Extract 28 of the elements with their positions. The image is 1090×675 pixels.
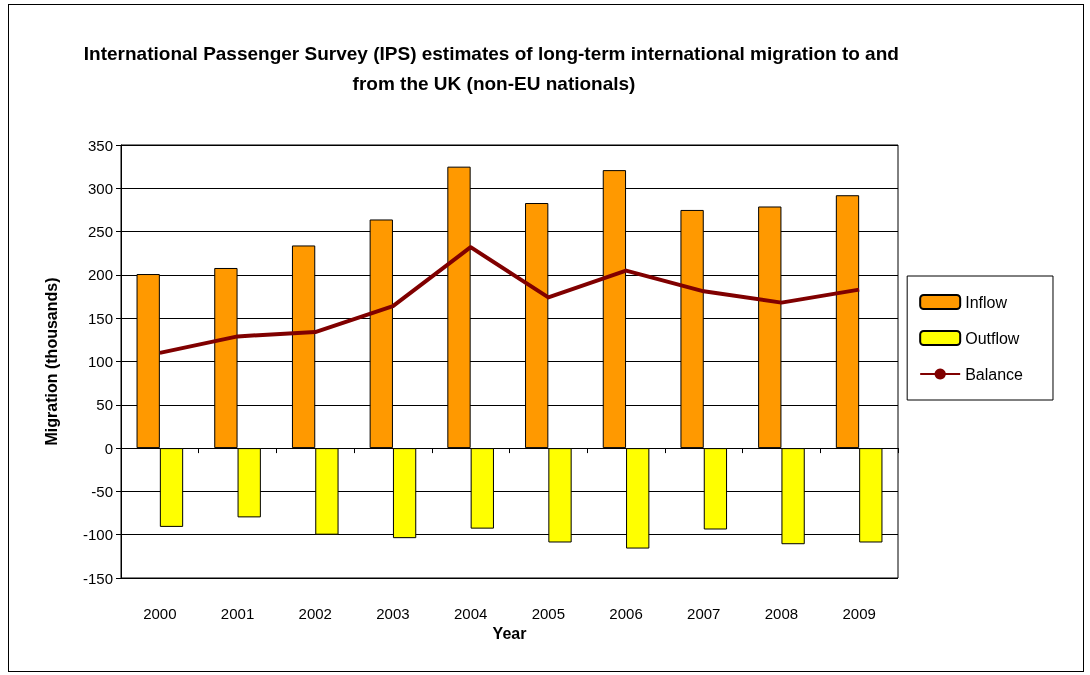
y-tick-label: 100	[87, 353, 113, 370]
x-tick-label: 2003	[376, 605, 410, 622]
y-axis-title: Migration (thousands)	[42, 277, 60, 446]
y-tick-label: -100	[82, 526, 113, 544]
chart-title: International Passenger Survey (IPS) estimates of long-term international migration to and from the UK (non-EU nationals)	[83, 42, 905, 94]
y-tick-label: 200	[87, 266, 113, 284]
line-series	[157, 245, 862, 355]
x-tick-label: 2002	[298, 605, 332, 622]
y-tick-label: -150	[82, 569, 113, 587]
y-tick-label: 150	[87, 309, 113, 327]
x-tick-label: 2000	[143, 605, 177, 622]
x-tick-label: 2005	[531, 605, 566, 622]
y-tick-label: 0	[104, 439, 113, 457]
x-tick-label: 2001	[220, 605, 255, 622]
x-tick-label: 2007	[687, 605, 721, 622]
legend-label: Outflow	[965, 329, 1020, 347]
y-tick-label: 350	[87, 136, 113, 154]
x-tick-label: 2008	[764, 605, 799, 622]
y-tick-label: -50	[91, 482, 113, 500]
x-axis-title: Year	[492, 625, 527, 643]
x-tick-label: 2006	[609, 605, 643, 622]
y-tick-label: 50	[96, 396, 113, 414]
x-tick-label: 2004	[453, 605, 488, 622]
y-tick-label: 250	[87, 223, 113, 241]
y-tick-label: 300	[87, 179, 113, 197]
legend-label: Inflow	[965, 293, 1008, 311]
x-tick-label: 2009	[842, 605, 876, 622]
legend-label: Balance	[965, 365, 1024, 383]
